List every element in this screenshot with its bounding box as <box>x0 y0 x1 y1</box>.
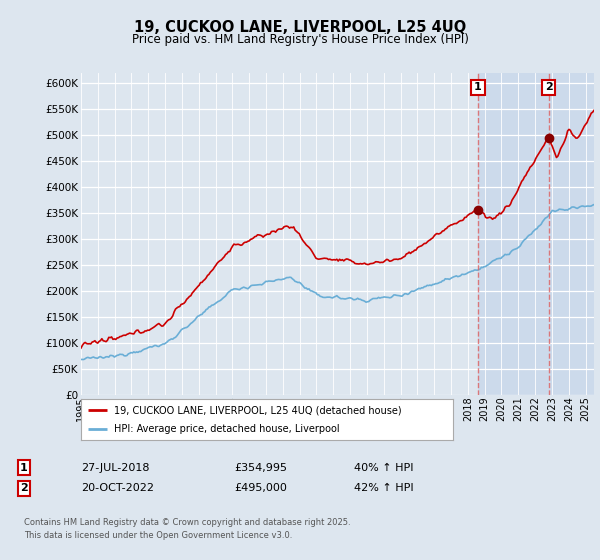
Text: 40% ↑ HPI: 40% ↑ HPI <box>354 463 413 473</box>
Text: £354,995: £354,995 <box>234 463 287 473</box>
Text: Contains HM Land Registry data © Crown copyright and database right 2025.
This d: Contains HM Land Registry data © Crown c… <box>24 519 350 540</box>
Text: Price paid vs. HM Land Registry's House Price Index (HPI): Price paid vs. HM Land Registry's House … <box>131 32 469 46</box>
Bar <box>478 73 594 395</box>
Text: 27-JUL-2018: 27-JUL-2018 <box>81 463 149 473</box>
Text: 2: 2 <box>545 82 553 92</box>
Text: £495,000: £495,000 <box>234 483 287 493</box>
Text: 1: 1 <box>474 82 482 92</box>
Text: 2: 2 <box>20 483 28 493</box>
Text: 19, CUCKOO LANE, LIVERPOOL, L25 4UQ: 19, CUCKOO LANE, LIVERPOOL, L25 4UQ <box>134 21 466 35</box>
Text: 19, CUCKOO LANE, LIVERPOOL, L25 4UQ (detached house): 19, CUCKOO LANE, LIVERPOOL, L25 4UQ (det… <box>115 405 402 415</box>
Text: HPI: Average price, detached house, Liverpool: HPI: Average price, detached house, Live… <box>115 424 340 433</box>
Text: 42% ↑ HPI: 42% ↑ HPI <box>354 483 413 493</box>
Text: 20-OCT-2022: 20-OCT-2022 <box>81 483 154 493</box>
Text: 1: 1 <box>20 463 28 473</box>
